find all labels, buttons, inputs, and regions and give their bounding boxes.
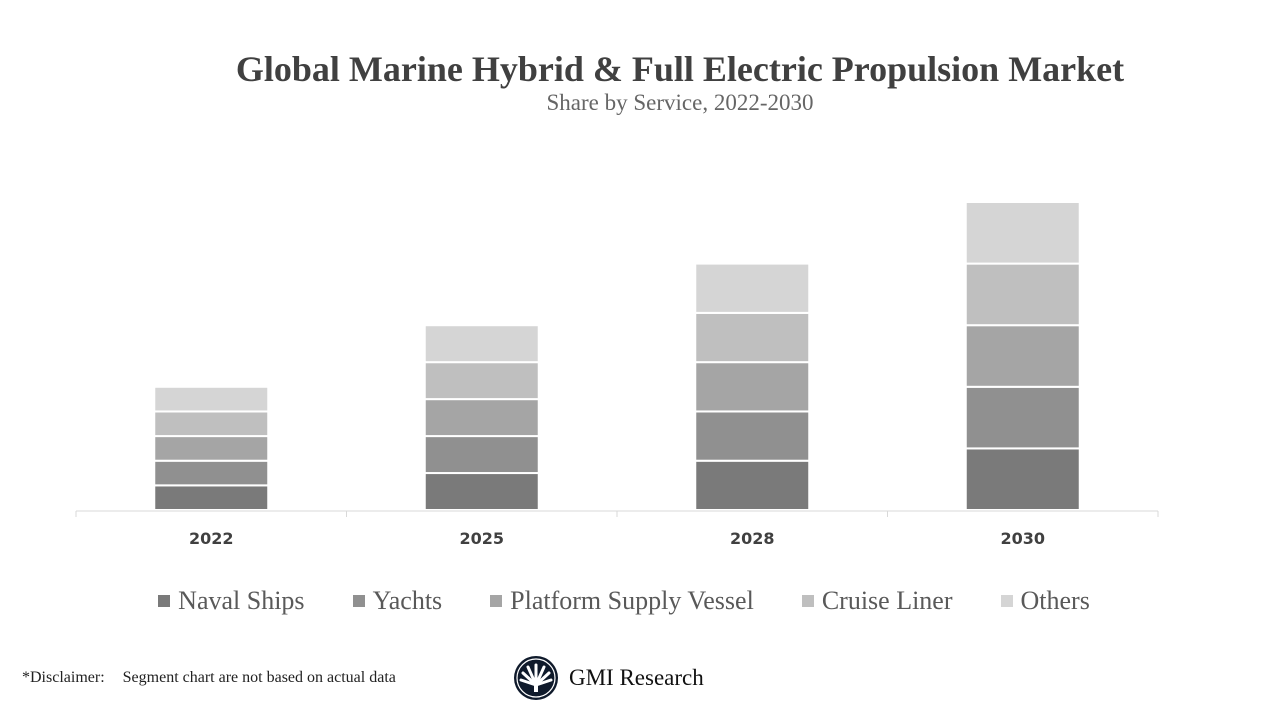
bar-segment xyxy=(694,459,811,511)
legend-item: Others xyxy=(1000,586,1090,616)
x-tick-label: 2030 xyxy=(1000,529,1045,548)
brand-name: GMI Research xyxy=(569,665,704,690)
legend-swatch xyxy=(801,595,814,607)
legend-label: Others xyxy=(1020,586,1090,615)
legend-label: Platform Supply Vessel xyxy=(510,586,754,615)
legend-swatch xyxy=(490,595,503,607)
bar-segment xyxy=(153,459,270,487)
bar-segment xyxy=(153,410,270,438)
bar-segment xyxy=(423,398,540,438)
bar-segment xyxy=(964,447,1081,511)
chart-title: Global Marine Hybrid & Full Electric Pro… xyxy=(235,49,1125,89)
bar-segment xyxy=(153,484,270,511)
gmi-logo-icon xyxy=(514,656,558,700)
bar-segment xyxy=(964,385,1081,450)
bar-segment xyxy=(964,324,1081,388)
bar-segment xyxy=(153,435,270,462)
bar-segment xyxy=(423,324,540,364)
legend-label: Cruise Liner xyxy=(821,586,953,615)
legend-swatch xyxy=(1000,595,1013,607)
bar-segment xyxy=(423,435,540,475)
bar-segment xyxy=(694,262,811,314)
legend: Naval Ships Yachts Platform Supply Vessel C… xyxy=(0,586,1248,616)
bar-segment xyxy=(423,472,540,512)
legend-item: Yachts xyxy=(352,586,443,616)
bar-segment xyxy=(694,410,811,462)
legend-swatch xyxy=(352,595,365,607)
bar-segment xyxy=(964,201,1081,265)
brand-logo: GMI Research xyxy=(513,655,704,701)
legend-item: Platform Supply Vessel xyxy=(490,586,754,616)
x-tick-label: 2028 xyxy=(730,529,775,548)
disclaimer: *Disclaimer: Segment chart are not based… xyxy=(22,669,410,687)
bar-segment xyxy=(423,361,540,401)
legend-label: Yachts xyxy=(372,586,443,615)
legend-item: Naval Ships xyxy=(158,586,305,616)
x-tick-label: 2025 xyxy=(459,529,504,548)
x-tick-label: 2022 xyxy=(189,529,234,548)
legend-label: Naval Ships xyxy=(178,586,305,615)
legend-swatch xyxy=(158,595,171,607)
chart-subtitle: Share by Service, 2022-2030 xyxy=(546,90,814,115)
bar-segment xyxy=(964,262,1081,327)
bar-segment xyxy=(153,385,270,413)
bar-segment xyxy=(694,311,811,364)
disclaimer-text: Segment chart are not based on actual da… xyxy=(122,669,396,686)
disclaimer-label: *Disclaimer: xyxy=(22,669,105,686)
bar-segment xyxy=(694,361,811,413)
legend-item: Cruise Liner xyxy=(801,586,953,616)
